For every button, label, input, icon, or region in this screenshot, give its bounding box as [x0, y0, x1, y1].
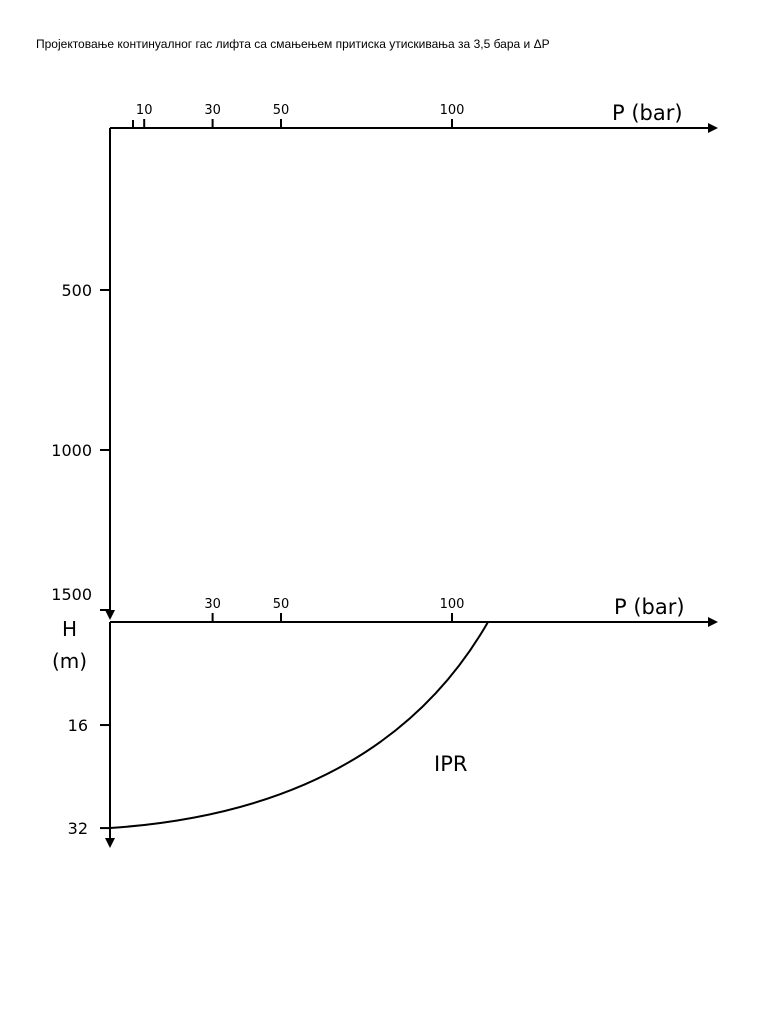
title: Пројектовање континуалног гас лифта са с… [36, 37, 550, 51]
x-axis-label: P (bar) [614, 595, 685, 619]
y-tick-label: 1500 [51, 585, 92, 604]
x-axis-label: P (bar) [612, 101, 683, 125]
y-axis-label: H [62, 617, 77, 641]
y-tick-label: 32 [68, 819, 88, 838]
x-tick-label: 30 [204, 597, 221, 612]
x-tick-label: 100 [440, 103, 465, 118]
curve-label: IPR [434, 752, 467, 776]
x-tick-label: 50 [273, 103, 290, 118]
x-tick-label: 100 [440, 597, 465, 612]
ipr-curve [109, 621, 489, 829]
x-tick-label: 10 [136, 103, 153, 118]
y-tick-label: 1000 [51, 441, 92, 460]
y-tick-label: 500 [61, 281, 92, 300]
y-axis-label: (m) [52, 649, 87, 673]
x-tick-label: 30 [204, 103, 221, 118]
y-tick-label: 16 [68, 716, 88, 735]
x-tick-label: 50 [273, 597, 290, 612]
